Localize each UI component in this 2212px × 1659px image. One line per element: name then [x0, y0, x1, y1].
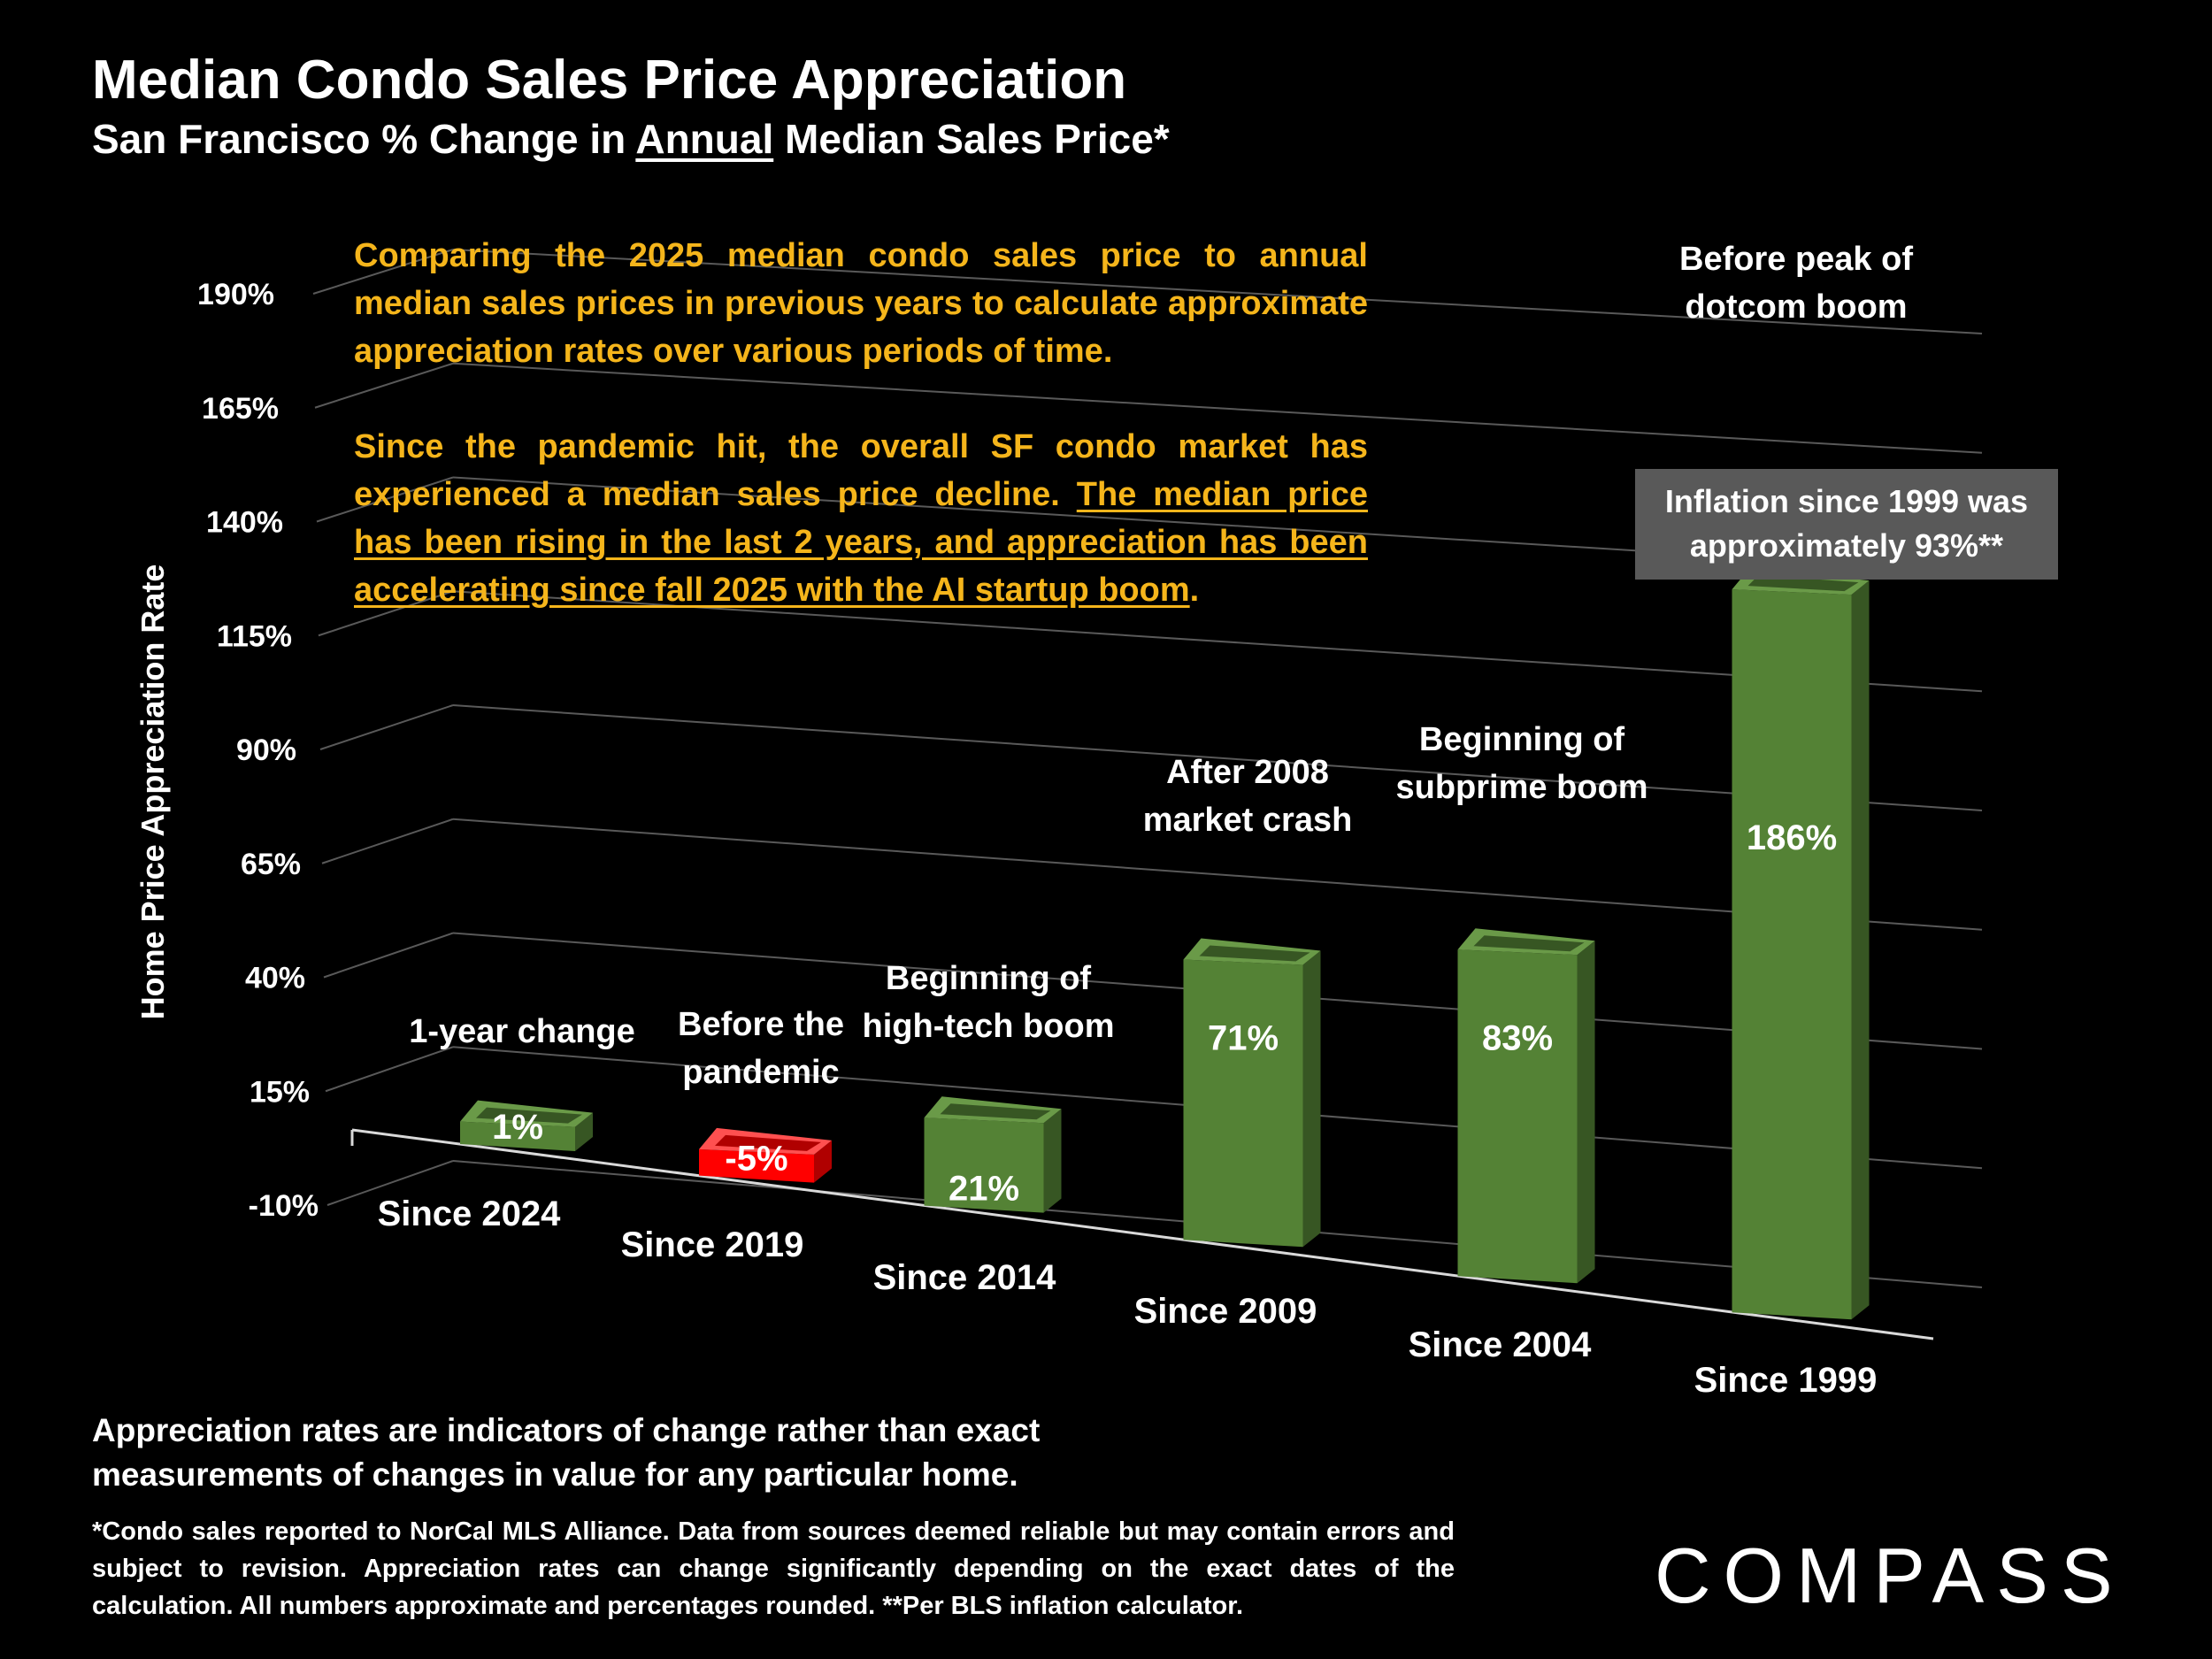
bar-annotation: market crash: [1143, 802, 1353, 839]
y-tick-label: 90%: [236, 733, 296, 767]
bar-value-label: 71%: [1208, 1018, 1279, 1057]
gridline-side: [325, 1046, 454, 1093]
bar-annotation: Before peak of: [1679, 241, 1913, 278]
bar-annotation: Beginning of: [886, 960, 1092, 997]
bar: [1457, 949, 1578, 1284]
intro-text: Comparing the 2025 median condo sales pr…: [354, 232, 1368, 662]
bar: [1183, 959, 1303, 1248]
x-tick-label: Since 2014: [873, 1258, 1057, 1297]
bar-annotation: subprime boom: [1395, 769, 1647, 806]
compass-logo: COMPASS: [1655, 1532, 2125, 1619]
x-tick-label: Since 2024: [378, 1194, 562, 1233]
y-tick-label: 115%: [217, 619, 292, 653]
gridline-side: [326, 1160, 454, 1206]
gridline: [452, 249, 1983, 334]
x-tick-label: Since 2019: [621, 1225, 804, 1264]
footnote-small: *Condo sales reported to NorCal MLS Alli…: [92, 1517, 1455, 1620]
bar-side: [1302, 950, 1321, 1248]
gridline: [452, 704, 1983, 811]
gridline-side: [312, 249, 454, 295]
intro-paragraph-1: Comparing the 2025 median condo sales pr…: [354, 237, 1368, 370]
bar: [924, 1118, 1044, 1213]
gridline-side: [318, 590, 454, 637]
bar-side: [1577, 941, 1595, 1284]
bar-top-inner: [1199, 945, 1310, 962]
y-tick-label: 15%: [250, 1075, 310, 1109]
y-tick-label: 40%: [245, 962, 305, 995]
bar-value-label: 21%: [949, 1170, 1019, 1209]
x-tick-label: Since 2009: [1134, 1292, 1317, 1331]
bar-value-label: 186%: [1747, 818, 1837, 857]
x-axis-line: [351, 1128, 1934, 1340]
bar-top-inner: [940, 1103, 1051, 1120]
bar-value-label: 83%: [1482, 1019, 1553, 1058]
bar-top-inner: [1473, 935, 1585, 952]
bar-value-label: 1%: [492, 1108, 543, 1147]
bar: [1732, 589, 1852, 1320]
footnote-main: Appreciation rates are indicators of cha…: [92, 1412, 1041, 1493]
y-axis-title: Home Price Appreciation Rate: [134, 565, 171, 1020]
bar-annotation: dotcom boom: [1685, 288, 1907, 326]
inflation-note: Inflation since 1999 was approximately 9…: [1635, 469, 2058, 580]
gridline-side: [319, 704, 454, 750]
gridline: [452, 590, 1983, 693]
y-tick-label: 165%: [202, 392, 279, 426]
bar-top-inner: [476, 1107, 582, 1124]
y-tick-label: 190%: [197, 278, 274, 311]
bar: [460, 1121, 575, 1152]
bar-annotation: Before the: [678, 1006, 844, 1043]
bar-annotation: pandemic: [682, 1054, 839, 1091]
gridline: [452, 818, 1983, 931]
gridline-side: [314, 362, 454, 409]
y-tick-label: -10%: [249, 1189, 319, 1223]
chart-title: Median Condo Sales Price Appreciation: [92, 50, 1127, 111]
bar-top-inner: [715, 1134, 821, 1151]
gridline-side: [323, 932, 454, 979]
bar-annotation: 1-year change: [409, 1013, 635, 1050]
gridline: [452, 362, 1983, 454]
y-tick-label: 65%: [241, 848, 301, 881]
bar: [699, 1148, 814, 1183]
intro-paragraph-2: Since the pandemic hit, the overall SF c…: [354, 428, 1368, 609]
bar-value-label: -5%: [725, 1140, 787, 1179]
bar-annotation: Beginning of: [1419, 721, 1625, 758]
x-tick-label: Since 2004: [1409, 1325, 1593, 1364]
y-tick-label: 140%: [206, 506, 283, 540]
bar-annotation: After 2008: [1166, 754, 1329, 791]
bar-side: [814, 1140, 832, 1183]
x-tick-label: Since 1999: [1694, 1361, 1878, 1400]
gridline-side: [316, 476, 454, 523]
gridline-side: [321, 818, 454, 864]
bar-side: [1851, 580, 1870, 1320]
bar-annotation: high-tech boom: [863, 1008, 1115, 1045]
bar-side: [575, 1112, 593, 1152]
chart-subtitle: San Francisco % Change in Annual Median …: [92, 116, 1170, 162]
bar-side: [1043, 1109, 1062, 1213]
